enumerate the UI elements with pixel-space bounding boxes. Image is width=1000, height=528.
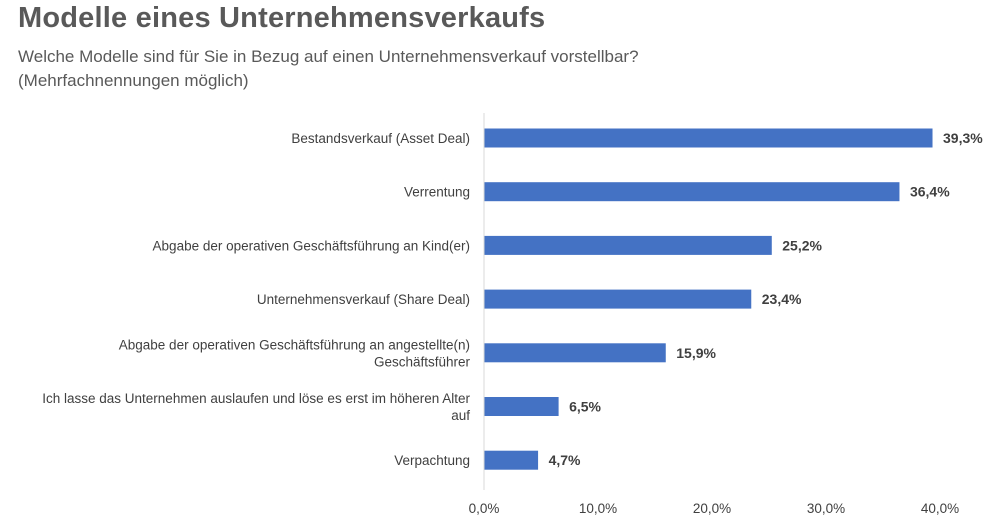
bar bbox=[484, 128, 933, 148]
category-label-line: Geschäftsführer bbox=[374, 354, 471, 369]
category-label: Abgabe der operativen Geschäftsführung a… bbox=[119, 337, 471, 369]
category-label-line: Abgabe der operativen Geschäftsführung a… bbox=[153, 238, 470, 253]
data-label: 6,5% bbox=[569, 399, 601, 415]
category-label: Verpachtung bbox=[394, 453, 470, 468]
bar bbox=[484, 182, 900, 202]
category-label-line: Verpachtung bbox=[394, 453, 470, 468]
data-label: 36,4% bbox=[910, 184, 950, 200]
x-tick-label: 40,0% bbox=[921, 501, 959, 516]
category-label-line: Ich lasse das Unternehmen auslaufen und … bbox=[42, 391, 470, 406]
data-label: 4,7% bbox=[549, 452, 581, 468]
bar bbox=[484, 289, 752, 309]
category-label-line: auf bbox=[451, 408, 470, 423]
category-label-line: Abgabe der operativen Geschäftsführung a… bbox=[119, 337, 470, 352]
x-tick-label: 10,0% bbox=[579, 501, 617, 516]
category-label: Unternehmensverkauf (Share Deal) bbox=[257, 292, 470, 307]
category-label: Abgabe der operativen Geschäftsführung a… bbox=[153, 238, 470, 253]
data-label: 39,3% bbox=[943, 130, 983, 146]
bar bbox=[484, 343, 666, 363]
category-label-line: Verrentung bbox=[404, 185, 470, 200]
category-label: Bestandsverkauf (Asset Deal) bbox=[291, 131, 470, 146]
data-label: 25,2% bbox=[782, 237, 822, 253]
category-label-line: Bestandsverkauf (Asset Deal) bbox=[291, 131, 470, 146]
bar bbox=[484, 397, 559, 416]
x-tick-label: 20,0% bbox=[693, 501, 731, 516]
x-tick-label: 30,0% bbox=[807, 501, 845, 516]
x-tick-label: 0,0% bbox=[469, 501, 500, 516]
category-label: Verrentung bbox=[404, 185, 470, 200]
chart-subtitle: Welche Modelle sind für Sie in Bezug auf… bbox=[18, 47, 639, 90]
category-label: Ich lasse das Unternehmen auslaufen und … bbox=[42, 391, 470, 423]
bar bbox=[484, 235, 772, 255]
chart-title: Modelle eines Unternehmensverkaufs bbox=[18, 2, 546, 34]
data-label: 15,9% bbox=[676, 345, 716, 361]
data-label: 23,4% bbox=[762, 291, 802, 307]
bar bbox=[484, 450, 539, 470]
category-label-line: Unternehmensverkauf (Share Deal) bbox=[257, 292, 470, 307]
